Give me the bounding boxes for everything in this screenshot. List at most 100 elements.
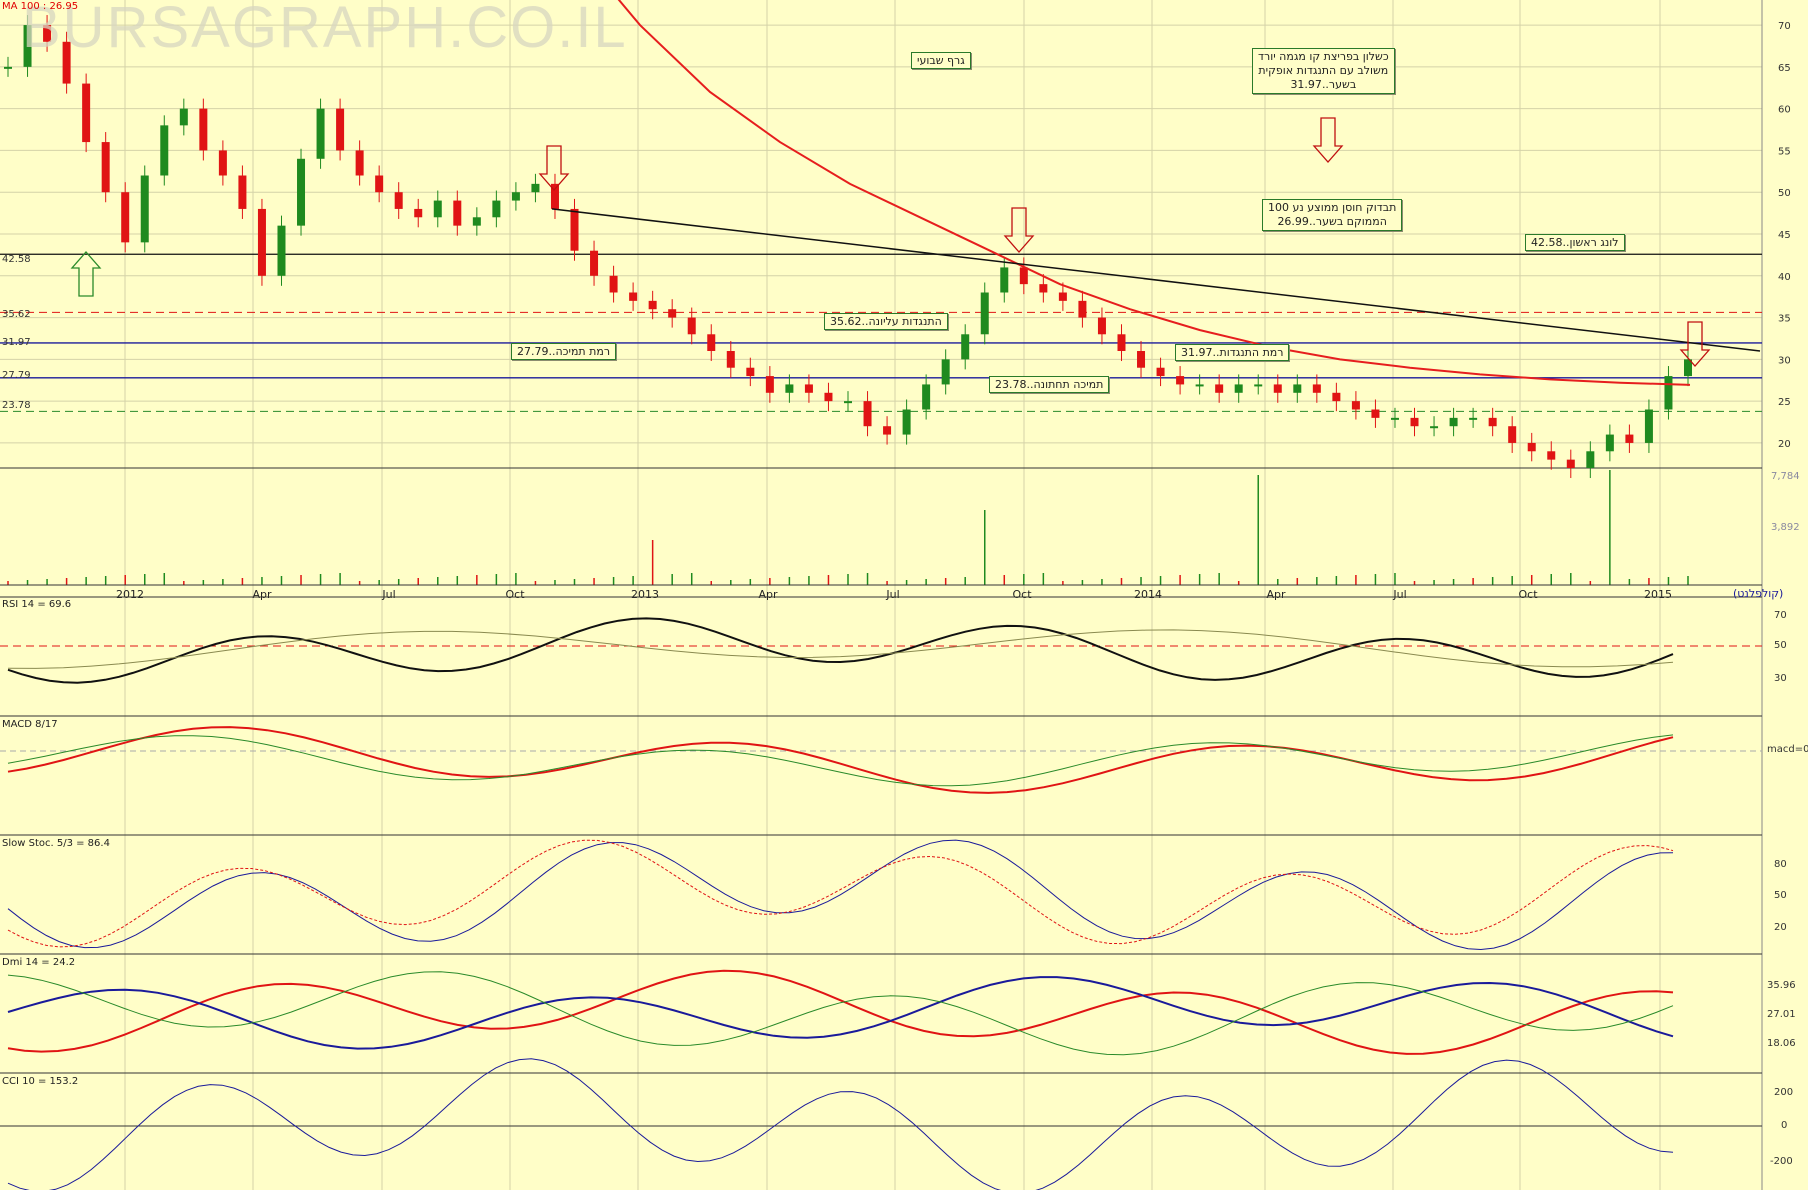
stoch-tick-20: 20 [1774,922,1787,933]
candle-57 [1117,334,1126,351]
candle-53 [1039,284,1048,293]
note-ma-test-line2: הממוקם בשער..26.99 [1277,215,1387,228]
cci-tick-200: 200 [1774,1087,1794,1098]
candle-3 [62,41,71,84]
note-long[interactable]: לונג ראשון..42.58 [1525,234,1625,251]
note-failure-line2: משולב עם התנגדות אופקית [1258,64,1389,77]
candle-25 [492,200,501,218]
candle-21 [414,208,423,218]
price-tick-55: 55 [1778,146,1791,157]
candle-23 [453,200,462,226]
candle-29 [570,208,579,251]
provider-label[interactable]: (קולפלנט) [1733,587,1784,600]
candle-70 [1371,409,1380,418]
x-label-3: Oct [505,588,525,601]
price-tick-60: 60 [1778,105,1791,116]
candle-75 [1469,417,1478,420]
candle-65 [1273,384,1282,393]
x-label-11: Oct [1518,588,1538,601]
trendline [551,208,1761,352]
candle-32 [629,292,638,301]
x-label-8: 2014 [1134,588,1162,601]
stoch-k [7,839,1674,951]
cci-tick-neg200: -200 [1770,1156,1793,1167]
x-label-6: Jul [885,588,899,601]
candle-69 [1351,401,1360,410]
candle-34 [668,309,677,318]
macd-title: MACD 8/17 [2,719,58,730]
candle-71 [1390,417,1399,420]
candle-27 [531,183,540,193]
rsi-tick-70: 70 [1774,610,1787,621]
note-resistance-level[interactable]: רמת התנגדות..31.97 [1175,344,1290,361]
candle-48 [941,359,950,385]
note-upper-resistance[interactable]: התנגדות עליונה..35.62 [824,313,948,330]
candle-15 [297,158,306,226]
price-tick-25: 25 [1778,397,1791,408]
macd-signal [7,734,1674,787]
watermark: BURSAGRAPH.CO.IL [22,0,628,60]
candle-44 [863,401,872,427]
price-tick-20: 20 [1778,439,1791,450]
candle-46 [902,409,911,435]
candle-64 [1254,384,1263,387]
rsi-tick-50: 50 [1774,640,1787,651]
candle-12 [238,175,247,209]
candle-62 [1215,384,1224,393]
candle-72 [1410,417,1419,427]
candle-73 [1430,426,1439,429]
note-failure[interactable]: כשלון בפריצת קו מגמה יורד משולב עם התנגד… [1252,48,1395,94]
level-label-27: 27.79 [2,370,31,381]
x-label-10: Jul [1392,588,1406,601]
ma100-line [617,0,1691,386]
note-weekly[interactable]: גרף שבועי [911,52,971,69]
x-label-12: 2015 [1644,588,1672,601]
stoch-tick-80: 80 [1774,859,1787,870]
candle-1 [23,25,32,67]
x-label-5: Apr [758,588,778,601]
candle-66 [1293,384,1302,393]
candle-86 [1684,359,1692,377]
stoch-d [7,839,1674,948]
dmi-tick-low: 18.06 [1767,1038,1796,1049]
candle-47 [922,384,931,410]
candle-0 [4,66,12,69]
candle-22 [433,200,442,218]
candle-67 [1312,384,1321,393]
x-label-4: 2013 [631,588,659,601]
note-failure-line3: בשער..31.97 [1290,78,1357,91]
rsi-tick-30: 30 [1774,673,1787,684]
candle-6 [121,192,130,243]
candle-56 [1097,317,1106,335]
level-label-35: 35.62 [2,309,31,320]
cci-line [7,1058,1674,1190]
candle-9 [179,108,188,126]
candle-82 [1605,434,1614,452]
candle-85 [1664,376,1673,410]
candle-41 [804,384,813,393]
candle-49 [961,334,970,360]
candle-36 [707,334,716,351]
stoch-tick-50: 50 [1774,890,1787,901]
price-tick-30: 30 [1778,355,1791,366]
note-support-level[interactable]: רמת תמיכה..27.79 [511,343,617,360]
candle-58 [1137,351,1146,368]
candle-42 [824,392,833,402]
x-label-9: Apr [1266,588,1286,601]
candle-20 [394,192,403,209]
rsi-line [7,617,1674,684]
dmi-minus [7,969,1674,1055]
candle-78 [1527,442,1536,452]
x-label-2: Jul [381,588,395,601]
candle-30 [590,250,599,276]
price-tick-50: 50 [1778,188,1791,199]
price-tick-70: 70 [1778,21,1791,32]
candle-37 [726,351,735,368]
volume-label-mid: 3,892 [1771,522,1800,533]
macd-tick-zero: macd=0 [1767,744,1808,755]
note-lower-support[interactable]: תמיכה תחתונה..23.78 [989,376,1110,393]
note-ma-test[interactable]: תבדוק חוסן ממוצע נע 100 הממוקם בשער..26.… [1262,199,1403,231]
dmi-title: Dmi 14 = 24.2 [2,957,76,968]
level-label-42: 42.58 [2,254,31,265]
